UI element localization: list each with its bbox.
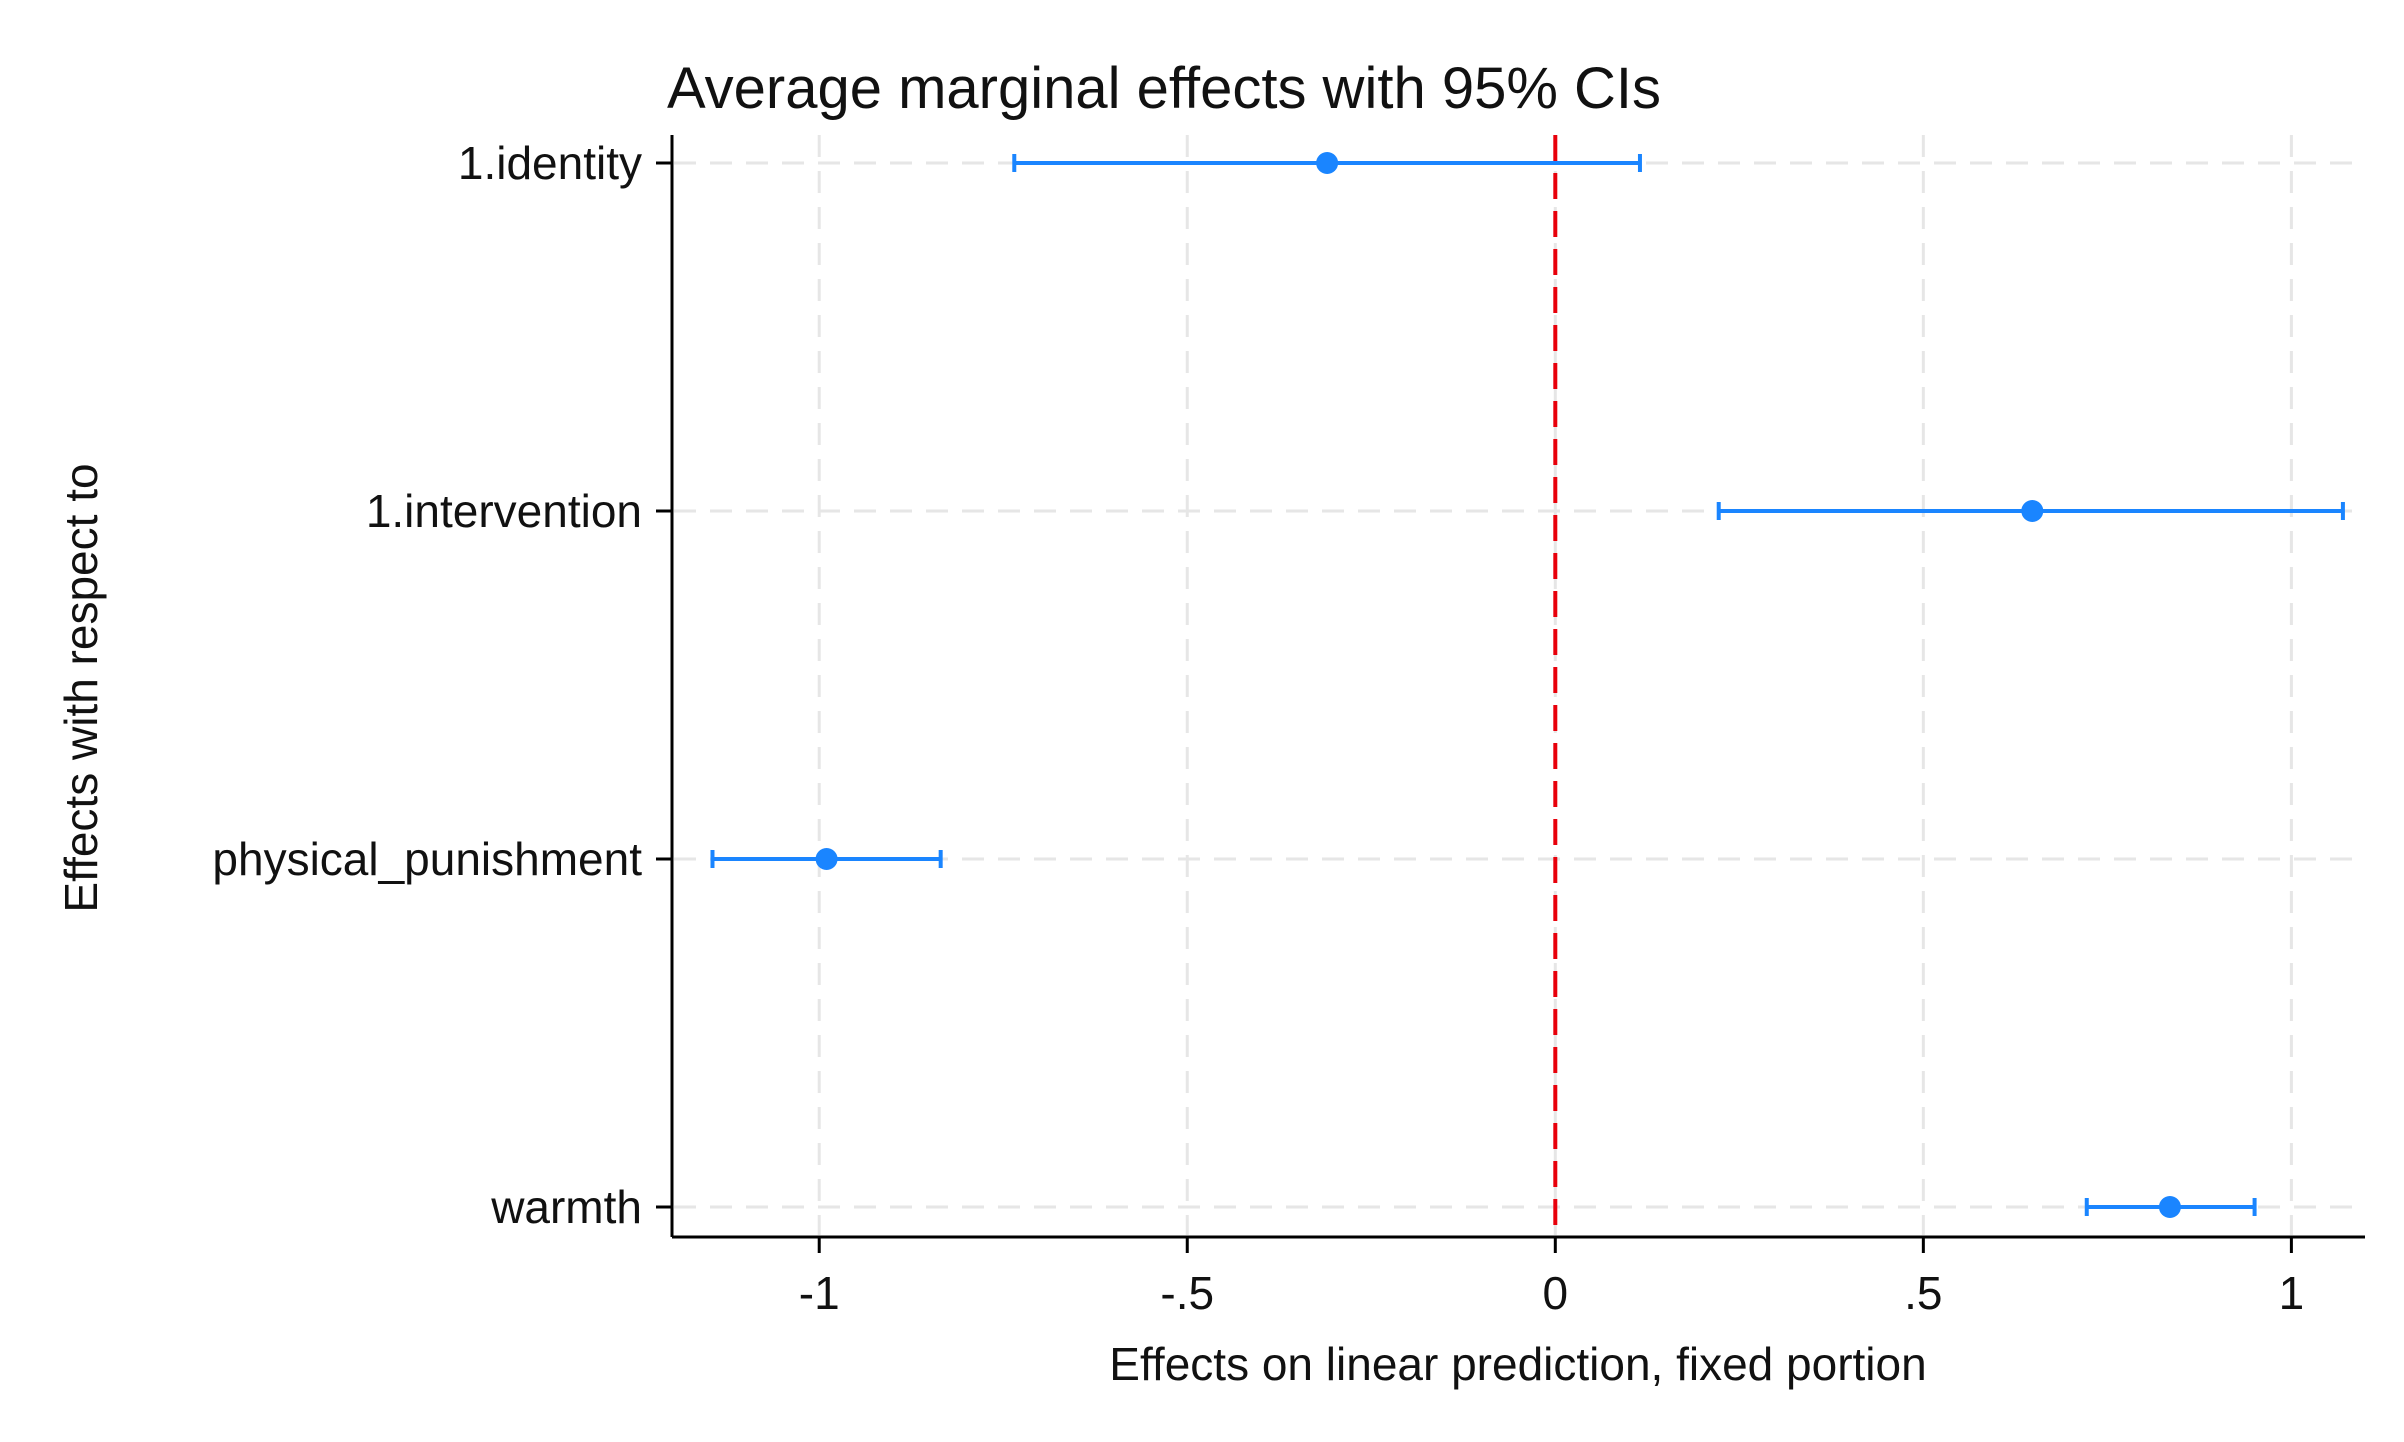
x-tick-label: -1 (799, 1267, 840, 1319)
x-tick-label: 1 (2279, 1267, 2305, 1319)
x-tick-label: 0 (1543, 1267, 1569, 1319)
x-tick-label: -.5 (1160, 1267, 1214, 1319)
point-estimate (1316, 152, 1339, 174)
y-tick-label: warmth (490, 1181, 642, 1233)
point-estimate (2021, 500, 2044, 522)
y-tick-label: physical_punishment (212, 833, 642, 885)
chart-title: Average marginal effects with 95% CIs (667, 56, 1661, 121)
y-tick-label: 1.intervention (366, 485, 642, 537)
tick-labels: -1 -.5 0 .5 1 1.identity 1.intervention physica… (212, 137, 2304, 1319)
point-estimate (815, 848, 838, 870)
grid-lines (674, 135, 2355, 1235)
y-tick-label: 1.identity (458, 137, 642, 189)
data-marks (710, 152, 2345, 1218)
x-axis-label: Effects on linear prediction, fixed port… (1109, 1338, 1926, 1390)
y-axis-label: Effects with respect to (55, 463, 107, 912)
axes (656, 135, 2365, 1253)
point-estimate (2158, 1196, 2181, 1218)
x-tick-label: .5 (1904, 1267, 1942, 1319)
